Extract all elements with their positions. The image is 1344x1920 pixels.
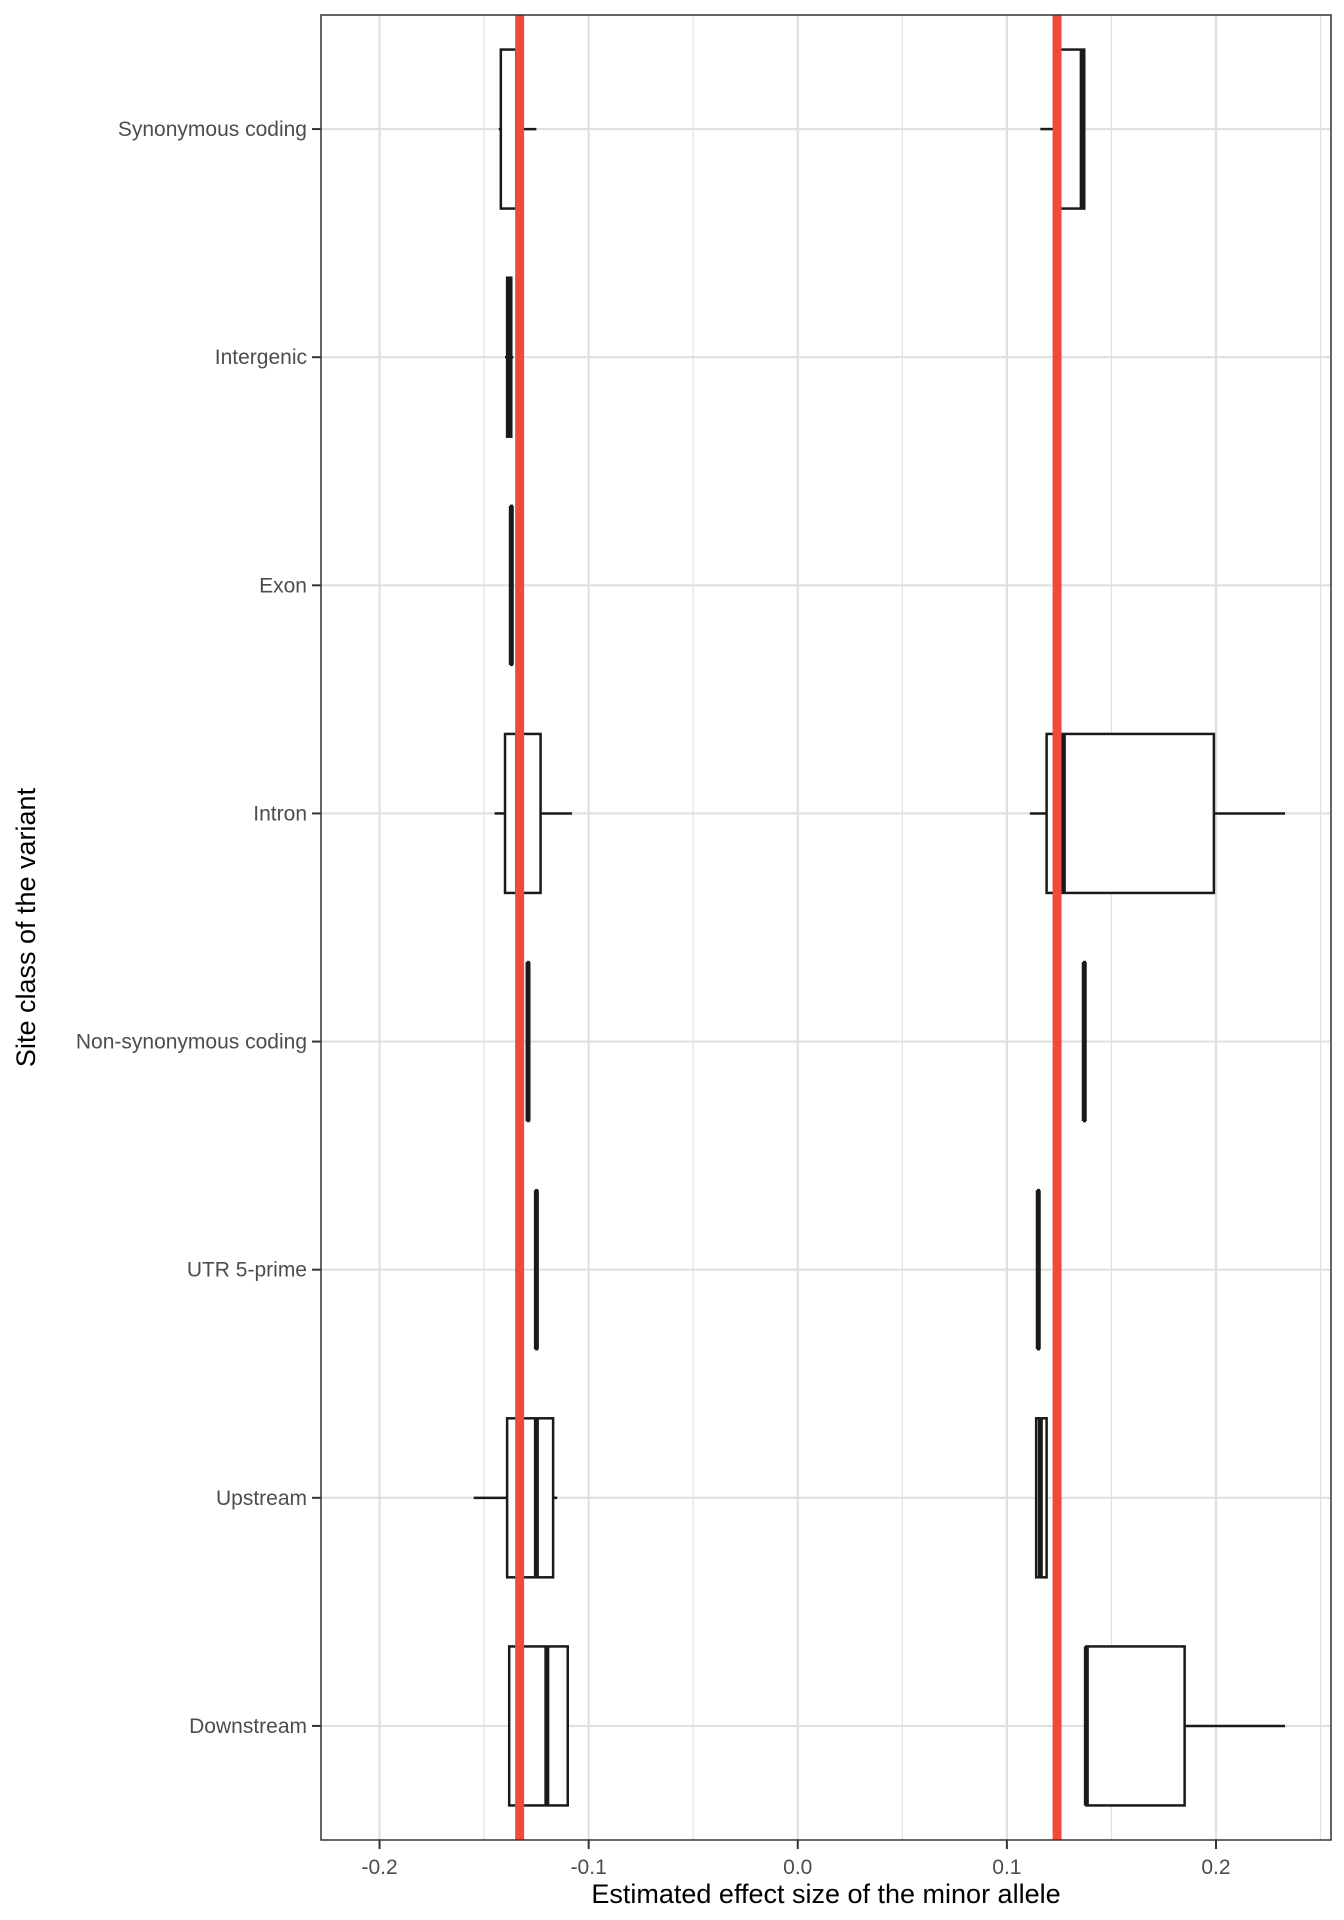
box-element [1035, 1188, 1041, 1351]
box-iqr [505, 1417, 555, 1579]
box-iqr [1085, 1645, 1186, 1807]
x-axis: -0.2 -0.1 0.0 0.1 0.2 [361, 1840, 1231, 1879]
box-element [473, 1417, 558, 1579]
box-element [1081, 960, 1087, 1123]
x-tick-label: 0.2 [1201, 1856, 1230, 1879]
box-element [1083, 1645, 1285, 1807]
box-element [508, 504, 514, 667]
y-axis-title: Site class of the variant [11, 787, 41, 1067]
x-tick-label: 0.0 [783, 1856, 812, 1879]
y-tick-label: Downstream [189, 1715, 307, 1738]
minor-gridlines [483, 15, 1322, 1840]
y-axis: Synonymous coding Intergenic Exon Intron Non… [76, 118, 321, 1738]
panel-border [320, 14, 1332, 1841]
y-tick-label: Upstream [216, 1487, 307, 1510]
y-tick-label: Synonymous coding [118, 118, 307, 141]
x-axis-title: Estimated effect size of the minor allel… [591, 1879, 1060, 1909]
y-tick-label: Non-synonymous coding [76, 1031, 307, 1054]
box-element [1034, 1417, 1048, 1579]
reference-lines [515, 15, 1062, 1840]
y-tick-label: UTR 5-prime [187, 1259, 307, 1282]
box-element [533, 1188, 539, 1351]
x-tick-label: -0.2 [361, 1856, 397, 1879]
x-tick-label: 0.1 [992, 1856, 1021, 1879]
y-tick-label: Intergenic [215, 346, 307, 369]
box-element [505, 276, 514, 438]
box-element [1029, 732, 1285, 895]
box-iqr [1045, 732, 1216, 895]
y-tick-label: Exon [259, 574, 307, 597]
y-tick-label: Intron [253, 802, 307, 825]
x-tick-label: -0.1 [571, 1856, 607, 1879]
box-element [525, 960, 531, 1123]
